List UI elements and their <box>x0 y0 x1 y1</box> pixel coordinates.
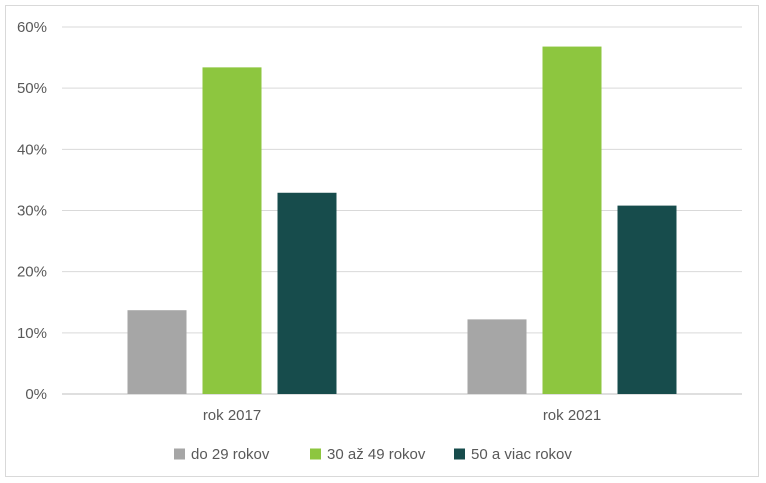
legend-swatch <box>454 448 465 460</box>
legend-swatch <box>310 448 321 460</box>
bar-2-2 <box>542 46 602 394</box>
y-tick-label: 0% <box>25 386 47 403</box>
bar-1-1 <box>127 310 187 394</box>
bar-2-1 <box>202 67 262 395</box>
legend-label: 50 a viac rokov <box>471 446 572 463</box>
y-tick-label: 20% <box>17 264 47 281</box>
y-tick-label: 60% <box>17 19 47 36</box>
legend-label: 30 až 49 rokov <box>327 446 426 463</box>
y-tick-label: 40% <box>17 141 47 158</box>
bar-3-1 <box>277 192 337 394</box>
y-tick-label: 50% <box>17 80 47 97</box>
legend-swatch <box>174 448 185 460</box>
y-tick-label: 30% <box>17 203 47 220</box>
y-tick-label: 10% <box>17 325 47 342</box>
bar-3-2 <box>617 205 677 394</box>
legend-label: do 29 rokov <box>191 446 270 463</box>
x-category-label: rok 2021 <box>543 407 601 424</box>
x-category-label: rok 2017 <box>203 407 261 424</box>
bar-1-2 <box>467 319 527 394</box>
